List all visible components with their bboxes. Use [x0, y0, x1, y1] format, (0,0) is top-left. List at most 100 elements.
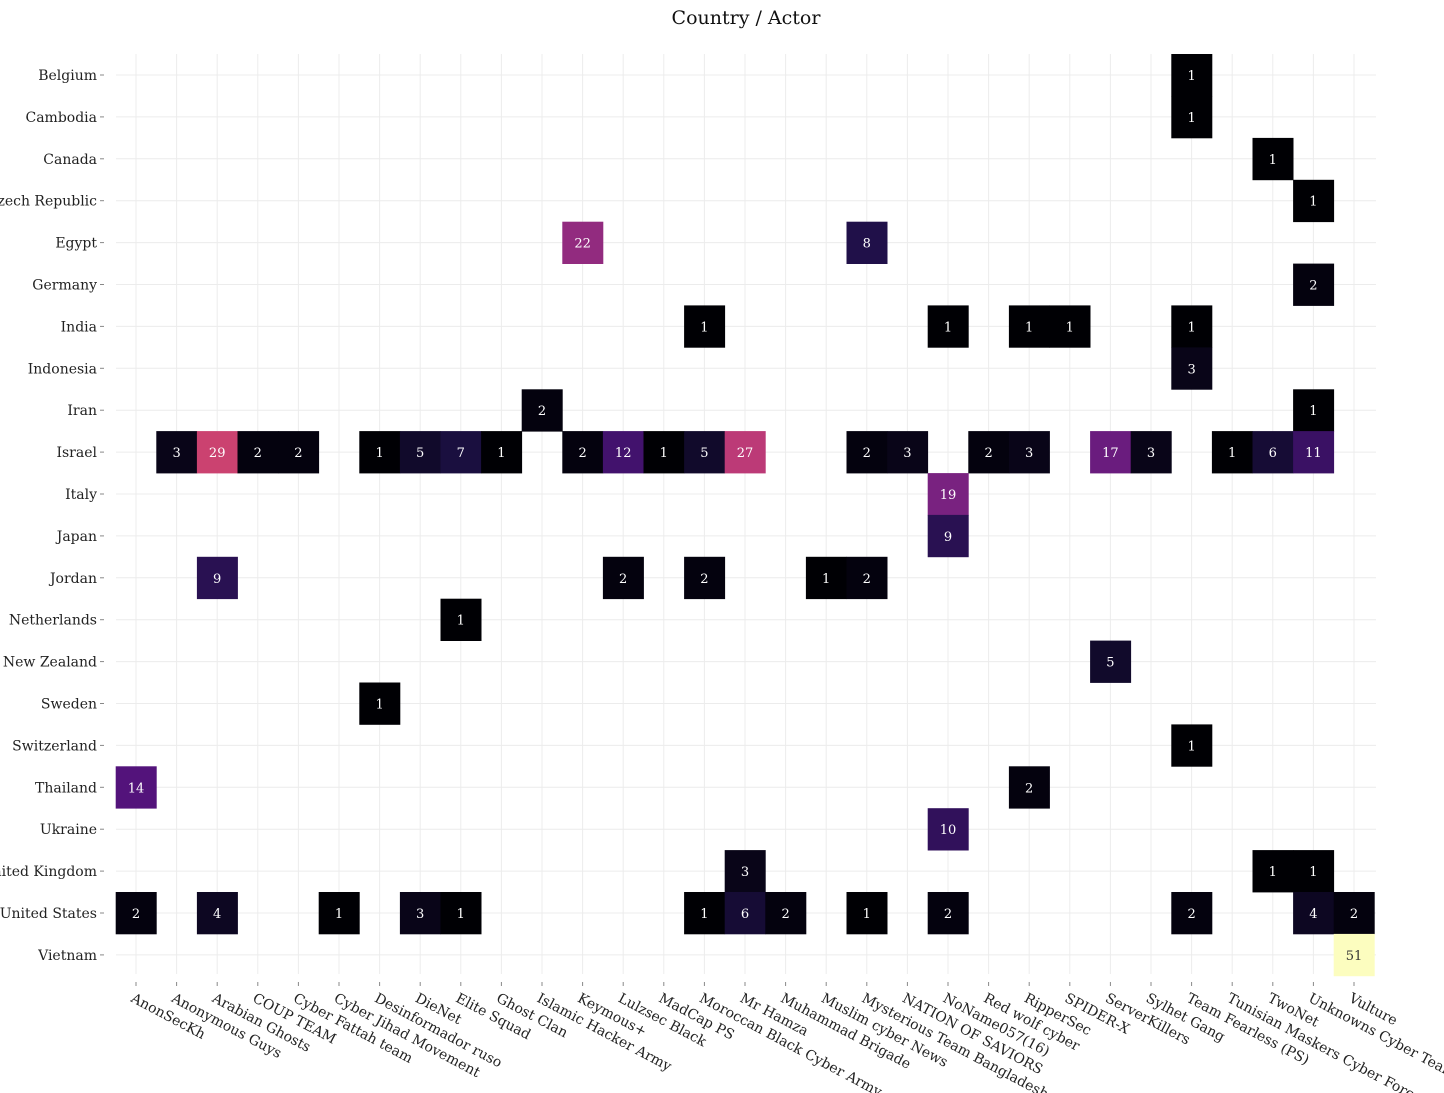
y-tick-label: Ukraine [40, 822, 97, 838]
heatmap-cell [156, 431, 198, 474]
heatmap-cell [440, 431, 482, 474]
y-tick-label: India [61, 319, 97, 335]
cell-value-label: 11 [1305, 446, 1322, 461]
heatmap-cell [196, 892, 238, 935]
y-tick-label: Italy [65, 487, 97, 503]
grid-lines [116, 54, 1376, 974]
cell-value-label: 51 [1346, 949, 1363, 964]
heatmap-cell [1211, 431, 1253, 474]
cell-value-label: 1 [1187, 320, 1195, 335]
heatmap-cell [724, 431, 766, 474]
heatmap-cell [927, 808, 969, 851]
heatmap-cell [1130, 431, 1172, 474]
cell-value-label: 1 [1269, 865, 1277, 880]
cell-value-label: 1 [863, 907, 871, 922]
y-axis: Belgium Cambodia Canada Czech Republic Egypt… [0, 68, 104, 964]
y-tick-label: New Zealand [3, 655, 97, 671]
heatmap-cell [562, 221, 604, 264]
cell-value-label: 1 [375, 698, 383, 713]
cell-value-label: 1 [660, 446, 668, 461]
heatmap-cell [846, 221, 888, 264]
heatmap-cell [562, 431, 604, 474]
heatmap-cell [196, 431, 238, 474]
heatmap-cell [1049, 305, 1091, 348]
cell-value-label: 2 [254, 446, 262, 461]
cell-value-label: 1 [1269, 153, 1277, 168]
cell-value-label: 3 [903, 446, 911, 461]
heatmap-cell [196, 556, 238, 600]
cell-value-label: 9 [213, 572, 221, 587]
cell-value-label: 17 [1102, 446, 1119, 461]
heatmap-cell [1171, 724, 1213, 767]
cell-value-label: 1 [457, 907, 465, 922]
heatmap-cell [1008, 766, 1050, 809]
cell-value-label: 14 [128, 781, 145, 796]
heatmap-cell [1008, 431, 1050, 474]
heatmap-cell [968, 431, 1010, 474]
cell-value-label: 3 [1147, 446, 1155, 461]
heatmap-cell [887, 431, 929, 474]
heatmap-cell [399, 892, 441, 935]
heatmap-cell [684, 305, 726, 348]
heatmap-cell [399, 431, 441, 474]
cell-value-label: 1 [375, 446, 383, 461]
cell-value-label: 1 [1228, 446, 1236, 461]
cell-value-label: 1 [1309, 195, 1317, 210]
cell-value-label: 1 [1187, 69, 1195, 84]
y-tick-label: United States [0, 906, 97, 922]
cell-value-label: 3 [172, 446, 180, 461]
heatmap-cell [1293, 179, 1335, 223]
y-tick-label: Netherlands [9, 613, 97, 629]
cell-value-label: 4 [213, 907, 221, 922]
heatmap-cell [115, 766, 157, 809]
heatmap-cell [359, 682, 401, 725]
heatmap-cell [805, 556, 847, 600]
heatmap-cell [1252, 850, 1294, 893]
heatmap-cell [237, 431, 279, 474]
heatmap-cell [115, 892, 157, 935]
y-tick-label: Canada [43, 152, 97, 168]
heatmap-cell [359, 431, 401, 474]
y-tick-label: Japan [55, 529, 97, 545]
heatmap-cell [1333, 892, 1375, 935]
cell-value-label: 2 [538, 404, 546, 419]
cell-value-label: 6 [741, 907, 749, 922]
heatmap-cell [1171, 347, 1213, 390]
heatmap-cell [1171, 54, 1213, 97]
cell-value-label: 2 [132, 907, 140, 922]
cell-value-label: 1 [700, 320, 708, 335]
heatmap-cell [1293, 389, 1335, 432]
heatmap-cell [1293, 431, 1335, 474]
cell-value-label: 2 [863, 446, 871, 461]
y-tick-label: Germany [32, 278, 97, 294]
cell-value-label: 2 [781, 907, 789, 922]
heatmap-cell [602, 556, 644, 600]
y-tick-label: Israel [56, 445, 97, 461]
heatmap-cell [1252, 431, 1294, 474]
cell-value-label: 3 [1025, 446, 1033, 461]
cell-value-label: 2 [1025, 781, 1033, 796]
cell-value-label: 1 [944, 320, 952, 335]
cell-value-label: 2 [700, 572, 708, 587]
cell-value-label: 2 [578, 446, 586, 461]
heatmap-cell [846, 892, 888, 935]
cell-value-label: 29 [209, 446, 226, 461]
heatmap-cell [1090, 431, 1132, 474]
cell-value-label: 3 [1187, 362, 1195, 377]
cell-value-label: 2 [294, 446, 302, 461]
cell-value-label: 2 [1309, 279, 1317, 294]
cell-value-label: 22 [574, 237, 591, 252]
cell-value-label: 3 [416, 907, 424, 922]
cell-value-label: 1 [457, 614, 465, 629]
heatmap-cell [927, 514, 969, 558]
heatmap-cell [1333, 933, 1375, 977]
cell-value-label: 1 [700, 907, 708, 922]
y-tick-label: Vietnam [37, 948, 97, 964]
cell-value-label: 2 [619, 572, 627, 587]
cell-value-label: 12 [615, 446, 632, 461]
heatmap-cell [1090, 640, 1132, 683]
y-tick-label: Egypt [55, 236, 97, 252]
